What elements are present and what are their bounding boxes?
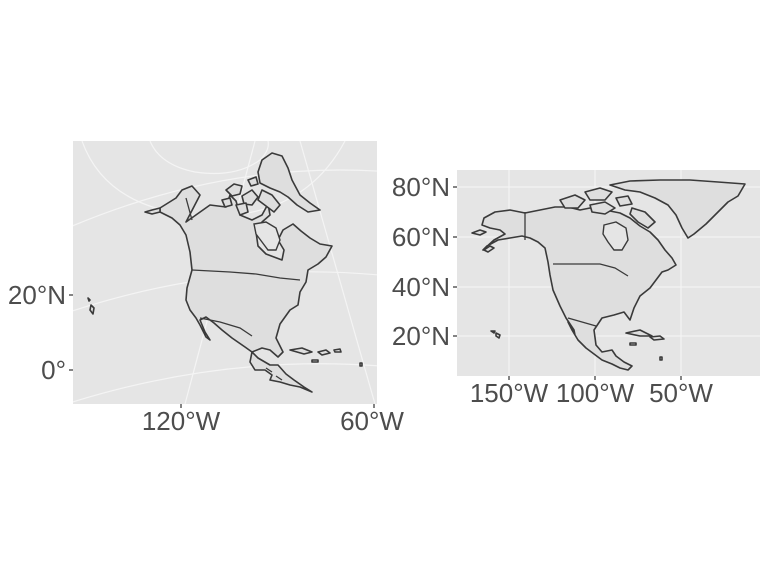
arctic-island	[584, 187, 613, 201]
x-tick-label: 120°W	[142, 406, 221, 436]
arctic-island	[559, 194, 586, 209]
caribbean-island	[333, 348, 342, 353]
arctic-island	[615, 195, 633, 207]
landmass	[471, 179, 746, 371]
map-panel-projected: 20°N 0° 120°W 60°W	[8, 141, 404, 436]
arctic-island	[589, 201, 616, 215]
y-tick-label: 80°N	[392, 172, 450, 202]
caribbean-island	[629, 342, 637, 346]
hawaii	[89, 304, 95, 315]
cuba	[289, 347, 313, 355]
x-tick-label: 150°W	[470, 378, 549, 408]
x-tick-label: 100°W	[556, 378, 635, 408]
central-america-borders	[265, 367, 283, 381]
us-canada-border	[191, 269, 301, 281]
hispaniola	[649, 335, 665, 341]
north-america-mainland	[481, 206, 677, 371]
x-tick-label: 50°W	[649, 378, 713, 408]
us-mexico-border	[567, 317, 597, 327]
x-tick-label: 60°W	[340, 406, 404, 436]
us-canada-border	[553, 263, 629, 277]
hudson-bay	[602, 221, 629, 251]
baffin-island	[629, 207, 656, 229]
landmass	[87, 152, 363, 393]
alaska-canada-border	[185, 197, 193, 221]
caribbean-island	[659, 356, 663, 361]
hudson-bay	[253, 221, 281, 251]
greenland	[609, 179, 746, 239]
y-tick-label: 0°	[41, 355, 66, 385]
y-tick-label: 20°N	[392, 321, 450, 351]
greenland	[257, 152, 321, 213]
arctic-island	[235, 202, 249, 216]
arctic-island	[225, 183, 243, 197]
caribbean-island	[311, 359, 319, 363]
map-panel-geographic: 80°N 60°N 40°N 20°N 150°W 100°W 50°W	[392, 170, 760, 408]
arctic-island	[221, 197, 233, 208]
hawaii	[495, 332, 501, 339]
arctic-island	[247, 176, 259, 187]
hawaii	[87, 297, 91, 302]
caribbean-island	[359, 362, 363, 367]
us-mexico-border	[199, 317, 253, 337]
hispaniola	[317, 349, 331, 356]
y-tick-label: 60°N	[392, 222, 450, 252]
aleutian-islands	[144, 207, 161, 215]
baffin-island	[257, 189, 281, 213]
aleutian-islands	[483, 245, 495, 253]
aleutian-islands	[471, 229, 487, 236]
hawaii	[490, 330, 496, 334]
y-tick-label: 40°N	[392, 272, 450, 302]
y-tick-label: 20°N	[8, 280, 66, 310]
